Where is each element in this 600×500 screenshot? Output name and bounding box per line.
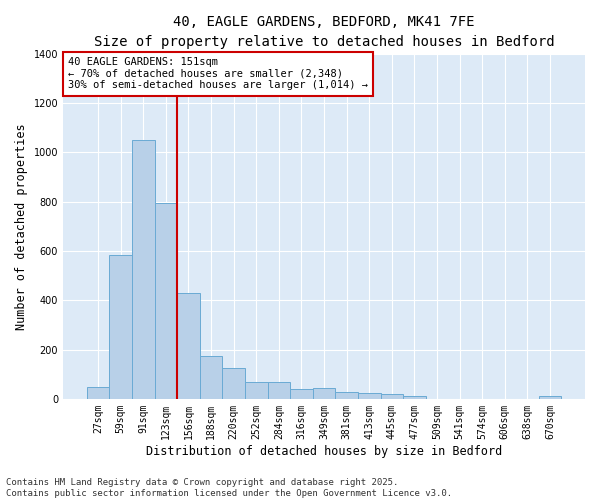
Bar bbox=[87, 388, 109, 399]
X-axis label: Distribution of detached houses by size in Bedford: Distribution of detached houses by size … bbox=[146, 444, 502, 458]
Bar bbox=[335, 392, 358, 399]
Y-axis label: Number of detached properties: Number of detached properties bbox=[15, 123, 28, 330]
Title: 40, EAGLE GARDENS, BEDFORD, MK41 7FE
Size of property relative to detached house: 40, EAGLE GARDENS, BEDFORD, MK41 7FE Siz… bbox=[94, 15, 554, 48]
Bar bbox=[155, 203, 177, 399]
Bar bbox=[268, 382, 290, 399]
Bar bbox=[132, 140, 155, 399]
Text: Contains HM Land Registry data © Crown copyright and database right 2025.
Contai: Contains HM Land Registry data © Crown c… bbox=[6, 478, 452, 498]
Bar bbox=[245, 382, 268, 399]
Bar bbox=[290, 389, 313, 399]
Bar bbox=[109, 254, 132, 399]
Bar bbox=[313, 388, 335, 399]
Bar bbox=[380, 394, 403, 399]
Bar bbox=[403, 396, 426, 399]
Bar bbox=[358, 392, 380, 399]
Bar bbox=[539, 396, 561, 399]
Bar bbox=[200, 356, 223, 399]
Bar bbox=[223, 368, 245, 399]
Bar bbox=[177, 293, 200, 399]
Text: 40 EAGLE GARDENS: 151sqm
← 70% of detached houses are smaller (2,348)
30% of sem: 40 EAGLE GARDENS: 151sqm ← 70% of detach… bbox=[68, 58, 368, 90]
